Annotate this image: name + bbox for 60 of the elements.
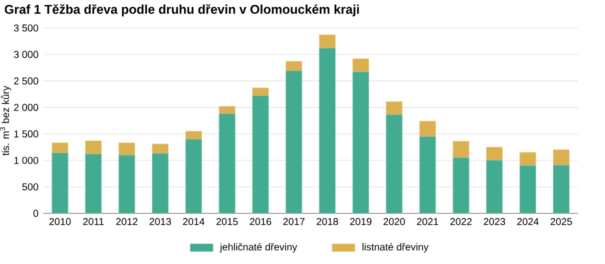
bar bbox=[319, 34, 336, 48]
x-tick-label: 2021 bbox=[416, 218, 438, 226]
bar bbox=[118, 154, 136, 214]
x-tick-label: 2024 bbox=[517, 218, 539, 226]
bar bbox=[152, 144, 169, 154]
bar bbox=[452, 157, 470, 214]
bar bbox=[52, 142, 68, 154]
bar bbox=[252, 88, 269, 96]
bar bbox=[185, 130, 202, 140]
bar bbox=[152, 153, 169, 214]
bar bbox=[185, 138, 202, 214]
bar bbox=[386, 114, 402, 214]
x-tick-label: 2018 bbox=[316, 218, 338, 226]
x-tick-label: 2011 bbox=[83, 218, 104, 226]
bar bbox=[252, 96, 269, 214]
bar bbox=[286, 61, 302, 72]
bar bbox=[352, 72, 370, 214]
x-tick-label: 2025 bbox=[550, 218, 572, 226]
x-tick-label: 2012 bbox=[116, 218, 138, 226]
legend-label: jehličnaté dřeviny bbox=[220, 243, 298, 252]
y-axis-title: tis. m$^{3}$ bez kůry bbox=[0, 86, 12, 156]
bar bbox=[218, 106, 236, 114]
bar bbox=[452, 141, 470, 158]
x-tick-label: 2019 bbox=[350, 218, 372, 226]
bar bbox=[520, 152, 536, 166]
bar bbox=[319, 48, 336, 214]
x-tick-label: 2016 bbox=[250, 218, 272, 226]
x-tick-label: 2010 bbox=[49, 218, 71, 226]
bar bbox=[218, 114, 236, 214]
bar bbox=[386, 101, 402, 116]
bar bbox=[352, 58, 370, 72]
y-tick-label: 1 000 bbox=[14, 156, 38, 164]
bar bbox=[118, 142, 136, 156]
x-tick-label: 2023 bbox=[484, 218, 506, 226]
bar bbox=[552, 150, 570, 166]
y-tick-label: 2 000 bbox=[14, 104, 38, 111]
bar bbox=[520, 165, 536, 214]
x-tick-label: 2020 bbox=[384, 218, 405, 226]
y-tick-label: 0 bbox=[33, 210, 38, 217]
chart-title: Graf 1 Těžba dřeva podle druhu dřevin v Olomouckém kraji bbox=[4, 4, 359, 16]
x-tick-label: 2022 bbox=[450, 218, 472, 226]
bar bbox=[552, 164, 570, 214]
bar bbox=[52, 152, 68, 214]
x-tick-label: 2013 bbox=[150, 218, 171, 226]
y-tick-label: 500 bbox=[22, 183, 38, 190]
y-tick-label: 1 500 bbox=[14, 130, 38, 138]
bar bbox=[419, 120, 436, 137]
bar bbox=[486, 160, 503, 214]
legend-label: listnaté dřeviny bbox=[362, 243, 429, 252]
bar bbox=[419, 136, 436, 214]
y-tick-label: 3 000 bbox=[14, 50, 38, 58]
y-tick-label: 2 500 bbox=[14, 77, 38, 84]
x-tick-label: 2015 bbox=[216, 218, 238, 226]
x-tick-label: 2014 bbox=[183, 218, 204, 226]
bar bbox=[85, 140, 102, 154]
y-tick-label: 3 500 bbox=[14, 24, 38, 32]
bar bbox=[85, 154, 102, 214]
bar bbox=[286, 70, 302, 214]
x-tick-label: 2017 bbox=[283, 218, 305, 226]
bar bbox=[486, 146, 503, 161]
